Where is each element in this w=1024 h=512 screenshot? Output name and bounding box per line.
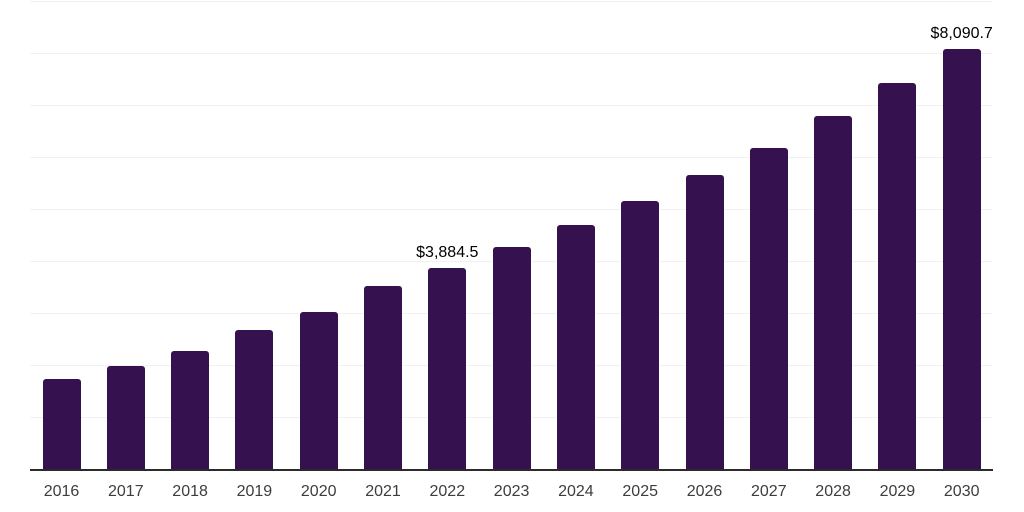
x-tick-2016: 2016 xyxy=(43,483,80,500)
x-tick-2026: 2026 xyxy=(686,483,723,500)
x-tick-2017: 2017 xyxy=(108,483,144,500)
x-tick-2029: 2029 xyxy=(879,483,916,500)
x-tick-2023: 2023 xyxy=(493,483,530,500)
x-tick-2025: 2025 xyxy=(622,483,658,500)
gridline-5000 xyxy=(30,209,993,210)
plot-area: $3,884.5 $8,090.7 xyxy=(30,0,993,471)
bar-2027 xyxy=(749,147,788,470)
bar-2021 xyxy=(364,285,402,470)
x-axis-labels: 2016 2017 2018 2019 2020 2021 2022 2023 2024 2025… xyxy=(30,483,993,507)
value-label-2022: $3,884.5 xyxy=(416,244,479,262)
x-tick-2030: 2030 xyxy=(943,483,980,500)
bar-2022 xyxy=(428,268,467,470)
bar-2017 xyxy=(106,366,145,470)
x-tick-2018: 2018 xyxy=(172,483,208,500)
bar-2019 xyxy=(235,329,274,470)
x-axis-line xyxy=(30,469,993,471)
x-tick-2024: 2024 xyxy=(558,483,594,500)
bar-2020 xyxy=(299,312,338,470)
x-tick-2019: 2019 xyxy=(236,483,273,500)
bar-2023 xyxy=(492,247,531,470)
bar-2030 xyxy=(942,49,981,470)
gridline-9000 xyxy=(30,1,993,2)
x-tick-2028: 2028 xyxy=(815,483,851,500)
bar-2029 xyxy=(878,83,917,470)
bar-2024 xyxy=(556,225,595,470)
gridline-6000 xyxy=(30,157,993,158)
x-tick-2022: 2022 xyxy=(429,483,466,500)
gridline-7000 xyxy=(30,105,993,106)
bar-2025 xyxy=(621,200,660,470)
bar-2016 xyxy=(42,379,81,470)
bar-2028 xyxy=(814,116,853,470)
bar-2018 xyxy=(171,350,210,470)
value-label-2030: $8,090.7 xyxy=(930,25,993,43)
bar-2026 xyxy=(685,174,724,470)
gridline-8000 xyxy=(30,53,993,54)
x-tick-2027: 2027 xyxy=(751,483,787,500)
x-tick-2021: 2021 xyxy=(365,483,401,500)
x-tick-2020: 2020 xyxy=(300,483,337,500)
